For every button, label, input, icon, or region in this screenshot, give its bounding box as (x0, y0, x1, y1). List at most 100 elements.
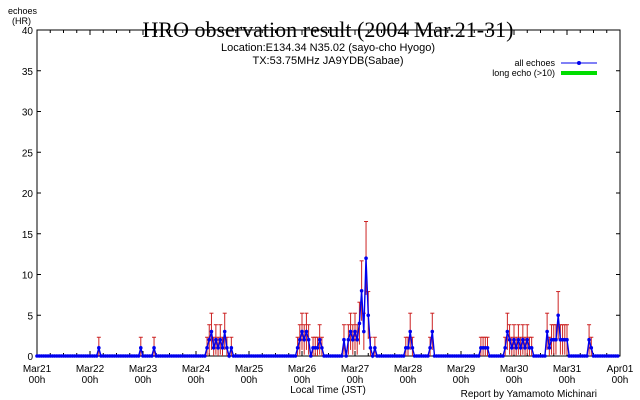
data-point (364, 256, 368, 261)
y-tick-label: 25 (22, 148, 34, 159)
data-point (218, 337, 223, 342)
data-point (346, 337, 351, 342)
data-point (355, 337, 360, 342)
data-point (300, 329, 304, 334)
data-point (302, 337, 307, 342)
data-point (366, 313, 371, 318)
data-point (209, 329, 214, 334)
data-point (353, 329, 357, 334)
y-axis-label: echoes (8, 6, 38, 16)
data-point (306, 337, 311, 342)
data-point (203, 354, 207, 358)
y-axis-unit: (HR) (12, 16, 31, 26)
data-point (426, 354, 430, 358)
data-point (476, 354, 481, 358)
x-tick-label-date: Mar27 (341, 364, 370, 375)
y-tick-label: 20 (22, 189, 34, 200)
plot-frame (36, 29, 621, 357)
data-point (344, 354, 348, 358)
data-point (317, 337, 322, 342)
data-point (152, 346, 156, 350)
x-tick-label-date: Mar25 (235, 364, 264, 375)
data-point (150, 354, 154, 358)
y-ticks: 0 5 10 15 20 25 30 35 40 (22, 26, 620, 363)
data-point (565, 337, 569, 342)
data-point (547, 346, 552, 350)
data-point (521, 337, 525, 342)
x-tick-label-hour: 00h (559, 375, 576, 386)
x-axis-label: Local Time (JST) (290, 385, 366, 396)
y-tick-label: 40 (22, 26, 34, 37)
x-tick-label-date: Mar29 (447, 364, 476, 375)
data-point (348, 329, 353, 334)
data-point (350, 337, 355, 342)
data-point (229, 346, 234, 350)
x-tick-label-hour: 00h (400, 375, 417, 386)
data-point (410, 346, 415, 350)
data-point (207, 337, 212, 342)
x-tick-label-hour: 00h (188, 375, 205, 386)
data-point (359, 289, 364, 293)
data-point (297, 337, 302, 342)
data-point (545, 329, 549, 334)
x-tick-label-hour: 00h (347, 375, 364, 386)
data-point (585, 354, 589, 358)
x-tick-label-date: Mar23 (129, 364, 158, 375)
data-point (315, 346, 320, 350)
data-point (293, 354, 298, 358)
data-point (430, 329, 435, 334)
data-point (309, 354, 313, 358)
data-point (518, 346, 523, 350)
data-point (512, 337, 516, 342)
data-point (507, 337, 512, 342)
data-point (214, 337, 218, 342)
x-tick-label-date: Mar28 (394, 364, 423, 375)
data-point (514, 346, 519, 350)
data-point (373, 346, 377, 350)
x-tick-label-date: Mar24 (182, 364, 211, 375)
x-tick-label-date: Mar21 (23, 364, 52, 375)
data-point (485, 346, 490, 350)
data-point (523, 346, 527, 350)
data-point (357, 321, 362, 326)
data-point (295, 346, 300, 350)
x-tick-label-date: Mar22 (76, 364, 105, 375)
data-point (138, 346, 143, 350)
data-point (97, 346, 101, 350)
data-point (342, 337, 346, 342)
y-tick-label: 5 (27, 311, 33, 322)
data-point (503, 346, 507, 350)
data-point (589, 346, 594, 350)
y-tick-label: 10 (22, 271, 34, 282)
series-line-all-echoes (37, 258, 618, 359)
legend-label-all-echoes: all echoes (514, 58, 555, 68)
data-point (205, 346, 209, 350)
x-tick-label-date: Apr01 (607, 364, 634, 375)
y-tick-label: 15 (22, 230, 34, 241)
legend-swatch-long-echo (561, 71, 597, 75)
x-tick-label-hour: 00h (453, 375, 470, 386)
data-point (304, 329, 309, 334)
series-all-echoes (35, 256, 620, 359)
data-point (222, 329, 227, 334)
data-point (529, 346, 534, 350)
chart-subtitle-tx: TX:53.75MHz JA9YDB(Sabae) (252, 55, 403, 67)
x-tick-label-date: Mar30 (500, 364, 529, 375)
legend: all echoes long echo (>10) (492, 58, 597, 78)
data-point (320, 346, 324, 350)
data-point (211, 346, 216, 350)
data-point (428, 346, 432, 350)
data-point (401, 354, 406, 358)
data-point (501, 354, 505, 358)
data-point (615, 354, 620, 358)
chart-subtitle-location: Location:E134.34 N35.02 (sayo-cho Hyogo) (221, 42, 435, 54)
x-tick-label-hour: 00h (506, 375, 523, 386)
data-point (554, 337, 558, 342)
credit-text: Report by Yamamoto Michinari (461, 389, 597, 400)
x-tick-label-date: Mar31 (553, 364, 582, 375)
x-ticks: Mar2100hMar2200hMar2300hMar2400hMar2500h… (23, 30, 634, 386)
data-point (94, 354, 99, 358)
y-tick-label: 0 (27, 352, 33, 363)
x-tick-label-hour: 00h (135, 375, 152, 386)
